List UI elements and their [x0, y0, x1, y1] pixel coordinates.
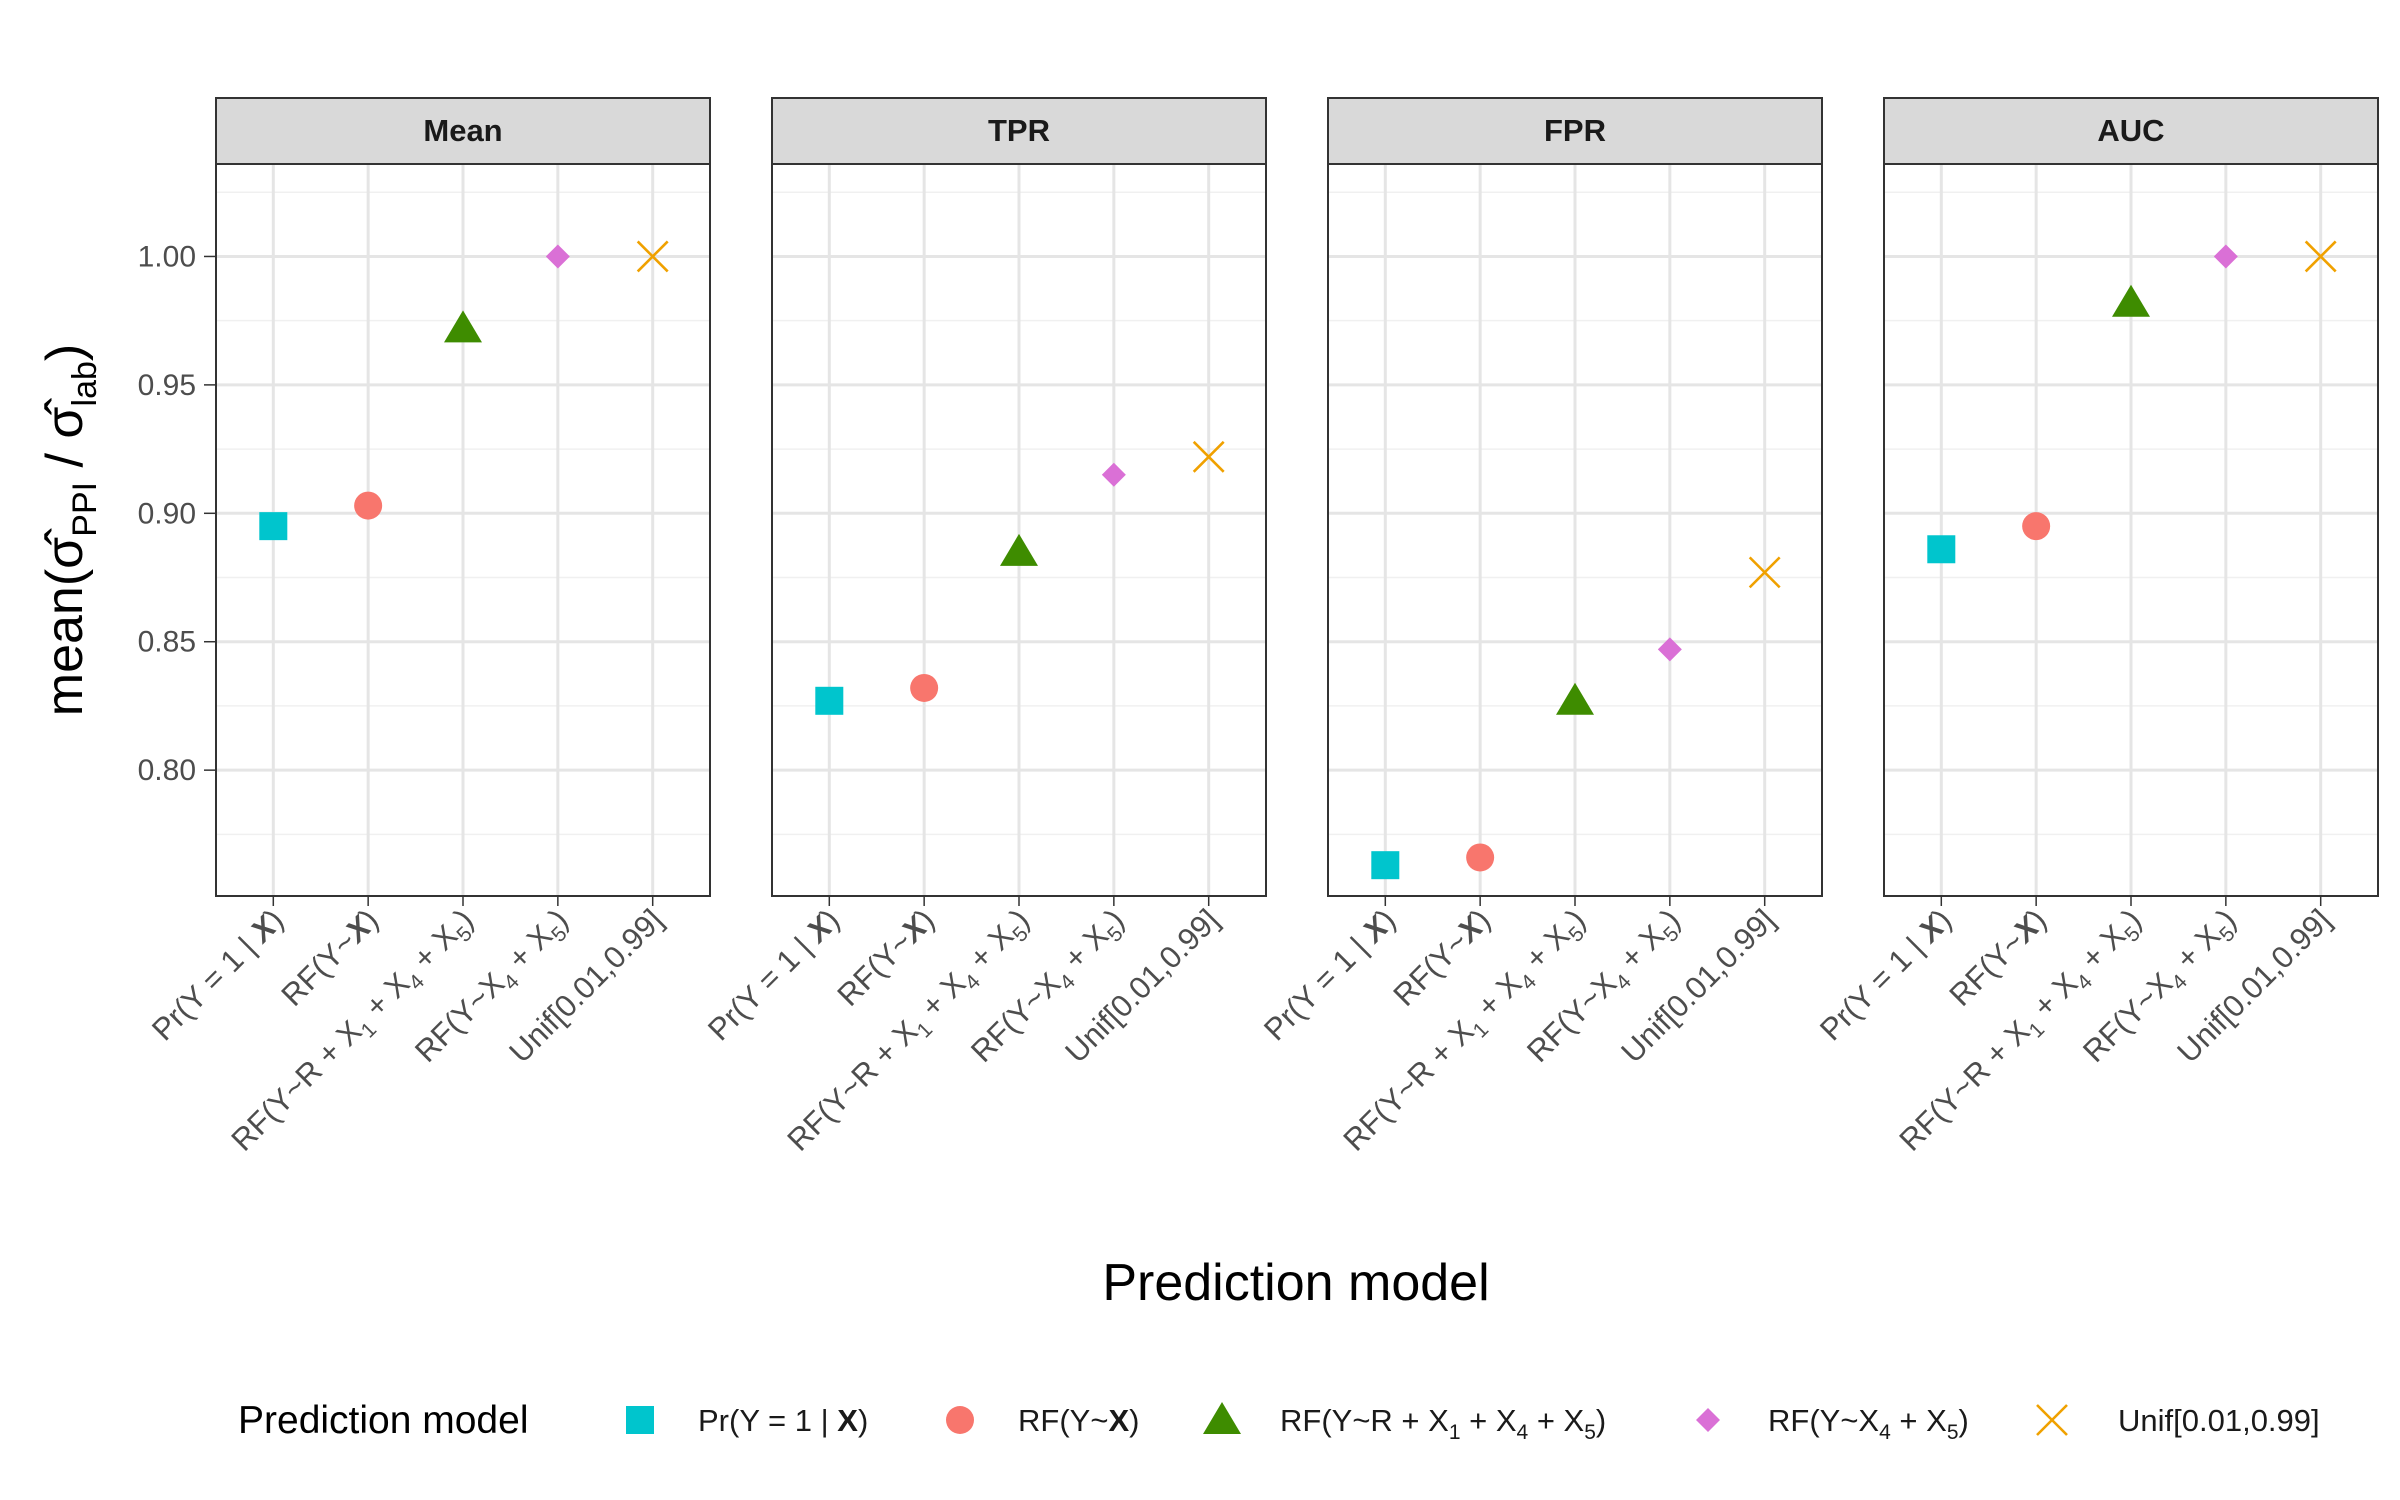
legend-key	[1203, 1402, 1241, 1434]
y-axis-tick-labels: 0.80 0.85 0.90 0.95 1.00	[138, 240, 216, 787]
data-point	[910, 673, 939, 702]
data-point	[2213, 244, 2238, 269]
y-tick-label: 1.00	[138, 240, 196, 273]
data-point	[2022, 512, 2051, 541]
data-point	[1371, 851, 1400, 880]
facet-strip	[1327, 97, 1823, 165]
facet-strip	[215, 97, 711, 165]
legend-key	[626, 1406, 654, 1434]
legend-item: RF(Y~X4 + X5)	[1696, 1403, 1969, 1444]
legend-key	[946, 1406, 974, 1434]
data-point	[1000, 533, 1038, 566]
y-tick-label: 0.95	[138, 369, 196, 402]
svg-text:mean(σ̂PPI / σ̂lab): mean(σ̂PPI / σ̂lab)	[36, 344, 104, 716]
facet-strip	[771, 97, 1267, 165]
legend-label: Unif[0.01,0.99]	[2118, 1403, 2320, 1438]
data-point	[1466, 843, 1495, 872]
data-point	[1101, 462, 1126, 487]
legend-title: Prediction model	[238, 1399, 528, 1442]
data-point	[545, 244, 570, 269]
facet-strip-label: AUC	[2097, 113, 2164, 148]
data-point	[815, 686, 844, 715]
legend-item: Pr(Y = 1 | X)	[626, 1403, 868, 1438]
y-axis-title: mean(σ̂PPI / σ̂lab)	[36, 344, 104, 716]
legend-item: Unif[0.01,0.99]	[2036, 1403, 2320, 1438]
x-tick-label: Pr(Y = 1 | X)	[1813, 902, 1958, 1047]
data-point	[354, 491, 383, 520]
data-point	[1927, 535, 1956, 564]
data-point	[1192, 440, 1225, 473]
facet-strip-label: TPR	[988, 113, 1050, 148]
data-point	[1556, 682, 1594, 715]
x-tick-label: Pr(Y = 1 | X)	[1257, 902, 1402, 1047]
legend-item: RF(Y~R + X1 + X4 + X5)	[1203, 1402, 1606, 1444]
y-tick-label: 0.80	[138, 754, 196, 787]
legend-label: RF(Y~R + X1 + X4 + X5)	[1280, 1403, 1606, 1444]
data-point	[1657, 637, 1682, 662]
data-point	[2304, 240, 2337, 273]
data-point	[1748, 556, 1781, 589]
data-point	[444, 310, 482, 343]
legend-label: RF(Y~X)	[1018, 1403, 1139, 1438]
legend-key	[1696, 1408, 1720, 1432]
legend-key	[2036, 1404, 2068, 1436]
data-point	[636, 240, 669, 273]
x-tick-label: Pr(Y = 1 | X)	[145, 902, 290, 1047]
legend: Prediction model Pr(Y = 1 | X) RF(Y~X) RF(…	[238, 1399, 2320, 1444]
y-tick-label: 0.85	[138, 626, 196, 659]
data-point	[2112, 284, 2150, 317]
facet-strip-label: FPR	[1544, 113, 1606, 148]
x-axis-title: Prediction model	[1102, 1254, 1489, 1312]
legend-label: RF(Y~X4 + X5)	[1768, 1403, 1969, 1444]
y-tick-label: 0.90	[138, 497, 196, 530]
data-point	[259, 512, 288, 541]
legend-item: RF(Y~X)	[946, 1403, 1139, 1438]
facet-strip-label: Mean	[423, 113, 502, 148]
x-tick-label: Pr(Y = 1 | X)	[701, 902, 846, 1047]
legend-label: Pr(Y = 1 | X)	[698, 1403, 868, 1438]
